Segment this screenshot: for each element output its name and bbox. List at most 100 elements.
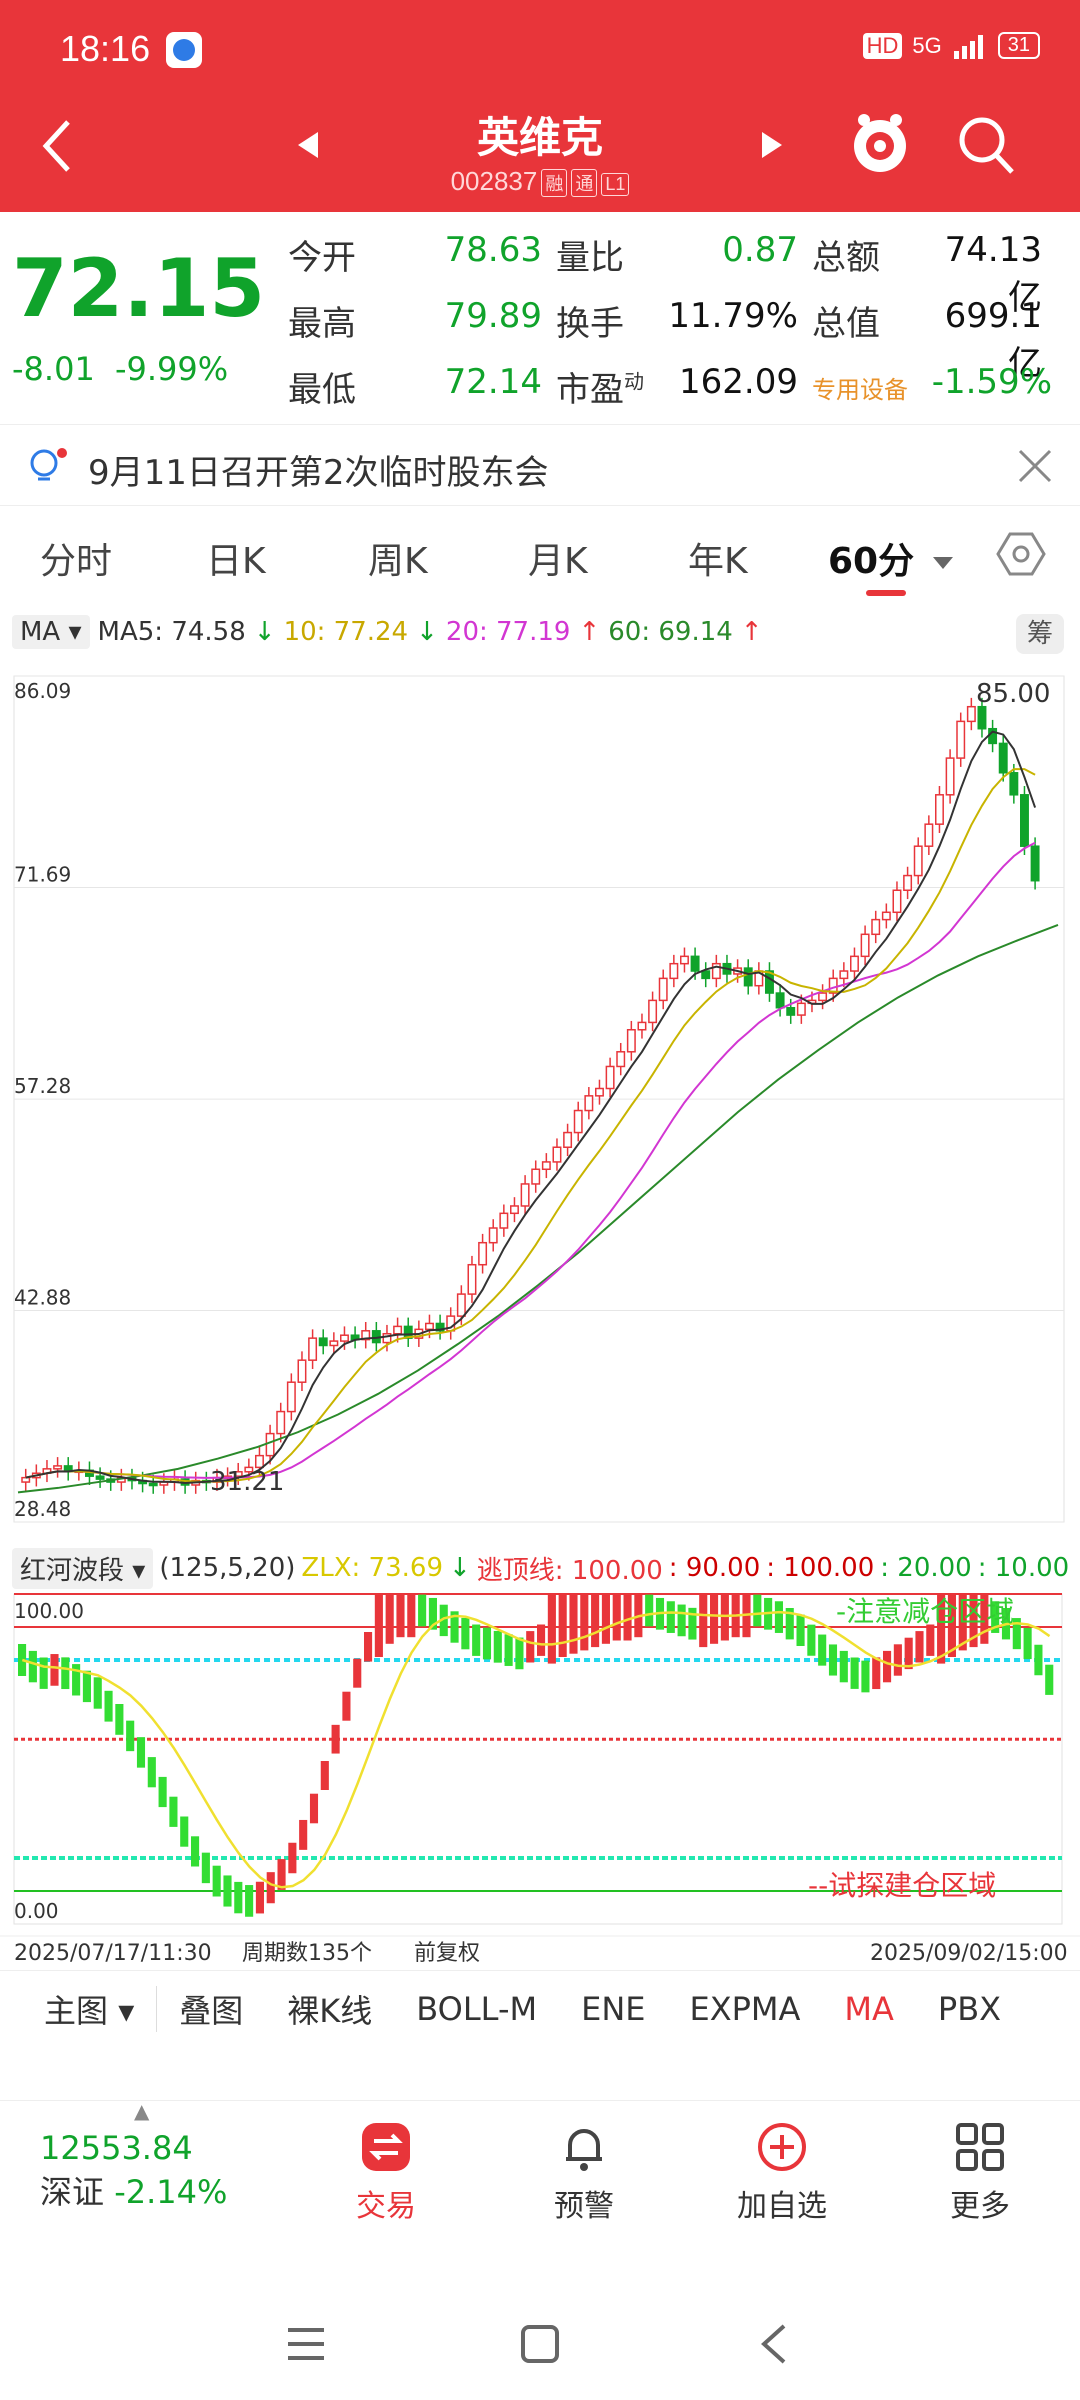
overlay-option[interactable]: 叠图 <box>179 1991 244 2030</box>
settings-hexagon-icon[interactable] <box>996 530 1046 578</box>
candle-body <box>276 1410 286 1435</box>
index-name: 深证 <box>40 2173 105 2211</box>
pbx-option[interactable]: PBX <box>937 1989 1002 2028</box>
candle-body <box>998 742 1008 774</box>
candle-body <box>818 992 828 1002</box>
indicator-bar <box>234 1881 243 1914</box>
nav-alert[interactable]: 预警 <box>504 2119 664 2225</box>
main-chart-selector[interactable]: 主图 ▾ <box>0 1985 158 2032</box>
indicator-bar <box>1023 1627 1032 1660</box>
index-ticker[interactable]: 12553.84 深证 -2.14% <box>40 2129 227 2213</box>
ma60-line <box>17 923 1059 1494</box>
candle-body <box>945 757 955 796</box>
indicator-bar <box>872 1657 881 1690</box>
close-icon[interactable] <box>1016 447 1054 485</box>
ma-legend: MA ▾ MA5: 74.58 ↓ 10: 77.24 ↓ 20: 77.19 ↑ 6… <box>12 610 763 654</box>
ene-option[interactable]: ENE <box>581 1989 646 2028</box>
tag-l1: L1 <box>601 173 630 196</box>
home-icon[interactable] <box>520 2324 560 2364</box>
search-icon[interactable] <box>956 114 1016 176</box>
indicator-bar <box>1045 1664 1054 1695</box>
indicator-bar <box>61 1657 70 1690</box>
indicator-bar <box>104 1690 113 1722</box>
tab-60min[interactable]: 60分 <box>828 532 955 584</box>
period-tabs: 分时 日K 周K 月K 年K 60分 <box>0 506 1080 602</box>
candle-body <box>520 1183 530 1207</box>
nav-add-watchlist[interactable]: 加自选 <box>702 2119 862 2225</box>
candle-body <box>839 970 849 980</box>
prev-stock-icon[interactable] <box>296 130 320 160</box>
nav-more[interactable]: 更多 <box>900 2119 1060 2225</box>
indicator-chart[interactable]: 100.00 0.00 -注意减仓区域 --试探建仓区域 2025/07/17/11:3… <box>0 1590 1080 1970</box>
candle-body <box>382 1332 392 1344</box>
candle-body <box>966 705 976 723</box>
indicator-bar <box>547 1594 556 1664</box>
tab-timeshare[interactable]: 分时 <box>40 541 113 582</box>
indicator-bar <box>883 1650 892 1683</box>
indicator-bar <box>515 1637 524 1670</box>
indicator-bar <box>1034 1644 1043 1676</box>
active-tab-indicator <box>866 590 906 596</box>
back-icon[interactable] <box>40 118 74 174</box>
indicator-bar <box>418 1594 427 1627</box>
candle-body <box>340 1334 349 1342</box>
indicator-bar <box>591 1594 600 1648</box>
quote-row-2: 最高 79.89 换手 11.79% 总值 699.1亿 <box>288 296 1042 385</box>
indicator-selector[interactable]: 红河波段 ▾ <box>12 1547 154 1589</box>
bottom-nav: ▲ 12553.84 深证 -2.14% 交易 预警 加自选 更多 <box>0 2099 1080 2260</box>
chip-button[interactable]: 筹 <box>1016 614 1064 654</box>
tab-month-k[interactable]: 月K <box>528 541 588 582</box>
notice-bar[interactable]: 9月11日召开第2次临时股东会 <box>0 424 1080 506</box>
label-turnover-amount: 总额 <box>812 238 880 278</box>
indicator-bar <box>796 1614 805 1646</box>
indicator-level-2: : 100.00 <box>766 1553 875 1583</box>
next-stock-icon[interactable] <box>760 130 784 160</box>
indicator-bar <box>612 1594 621 1641</box>
indicator-bar <box>407 1594 416 1638</box>
notice-text: 9月11日召开第2次临时股东会 <box>88 453 549 493</box>
tab-week-k[interactable]: 周K <box>368 541 428 582</box>
boll-m-option[interactable]: BOLL-M <box>416 1989 538 2028</box>
bare-k-option[interactable]: 裸K线 <box>287 1991 373 2030</box>
tab-day-k[interactable]: 日K <box>206 541 266 582</box>
x-start-label: 2025/07/17/11:30 <box>14 1941 212 1966</box>
label-pe-text: 市盈 <box>556 370 624 410</box>
candle-body <box>425 1322 434 1331</box>
app-notification-icon <box>166 32 202 68</box>
y-tick-label: 28.48 <box>14 1497 71 1521</box>
candlestick-chart[interactable]: 86.09 71.69 57.28 42.88 28.48 85.00 31.21 <box>0 660 1080 1540</box>
nav-trade[interactable]: 交易 <box>306 2119 466 2225</box>
indicator-bar <box>191 1836 200 1867</box>
indicator-bar <box>904 1637 913 1670</box>
ma-selector[interactable]: MA ▾ <box>12 615 90 649</box>
mascot-icon[interactable] <box>850 110 910 176</box>
y-tick-label: 57.28 <box>14 1074 71 1098</box>
indicator-bar <box>18 1644 27 1676</box>
tab-year-k[interactable]: 年K <box>688 541 748 582</box>
indicator-bar <box>645 1594 654 1627</box>
indicator-bar <box>169 1796 178 1827</box>
label-market-cap: 总值 <box>812 304 880 344</box>
min-price-label: 31.21 <box>210 1467 284 1497</box>
ma60-arrow: ↑ <box>740 617 763 647</box>
label-pe: 市盈动 <box>556 362 656 411</box>
value-volume-ratio: 0.87 <box>722 230 798 270</box>
candle-body <box>1020 794 1029 847</box>
indicator-bar <box>807 1624 816 1656</box>
expma-option[interactable]: EXPMA <box>689 1989 801 2028</box>
candle-body <box>435 1322 445 1332</box>
menu-icon[interactable] <box>286 2326 326 2362</box>
candle-body <box>860 933 870 958</box>
x-end-label: 2025/09/02/15:00 <box>870 1941 1068 1966</box>
indicator-name: 红河波段 <box>20 1555 125 1586</box>
app-header: 18:16 HD 5G 31 英维克 002837 融通 L1 <box>0 0 1080 212</box>
back-nav-icon[interactable] <box>758 2322 788 2366</box>
indicator-level-4: : 10.00 <box>977 1553 1070 1583</box>
ma-option[interactable]: MA <box>844 1989 894 2028</box>
candle-body <box>244 1466 254 1473</box>
candle-body <box>573 1109 583 1134</box>
indicator-bar <box>720 1594 729 1641</box>
y-tick-label: 71.69 <box>14 862 71 886</box>
candle-body <box>626 1029 636 1053</box>
label-industry[interactable]: 专用设备 <box>812 376 908 404</box>
